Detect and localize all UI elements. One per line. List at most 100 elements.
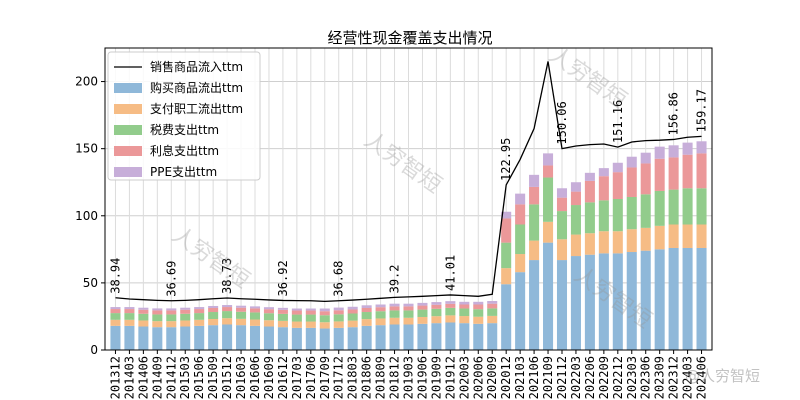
bar-segment — [598, 176, 609, 201]
bar-segment — [138, 307, 149, 310]
bar-segment — [333, 327, 344, 350]
bar-segment — [389, 324, 400, 350]
bar-segment — [654, 190, 665, 226]
bar-segment — [626, 229, 637, 253]
bar-segment — [556, 260, 568, 350]
bar-segment — [556, 239, 568, 261]
bar-segment — [263, 307, 274, 310]
bar-segment — [249, 312, 261, 320]
bar-segment — [277, 320, 288, 328]
legend-label: 税费支出ttm — [150, 123, 219, 137]
bar-segment — [459, 323, 470, 350]
corner-watermark: @人穷智短 — [685, 367, 761, 385]
x-tick-label: 201703 — [290, 356, 304, 399]
bar-segment — [612, 162, 623, 173]
bar-segment — [682, 188, 693, 225]
bar-segment — [696, 188, 707, 225]
bar-segment — [347, 320, 358, 328]
x-tick-label: 201606 — [248, 356, 262, 399]
bar-segment — [612, 199, 623, 232]
x-tick-label: 201803 — [346, 356, 360, 399]
bar-segment — [375, 304, 386, 308]
bar-segment — [501, 284, 512, 350]
bar-segment — [389, 306, 400, 311]
legend-box — [107, 51, 261, 181]
bar-segment — [487, 323, 498, 350]
data-label: 122.95 — [499, 138, 513, 181]
x-tick-label: 201509 — [206, 356, 220, 399]
bar-segment — [194, 319, 205, 326]
bar-segment — [194, 313, 205, 320]
x-tick-label: 201612 — [276, 356, 290, 399]
bar-segment — [236, 325, 247, 350]
data-label: 36.69 — [164, 261, 178, 297]
bar-segment — [431, 302, 442, 305]
bar-segment — [570, 191, 581, 206]
bar-segment — [529, 204, 540, 241]
bar-segment — [138, 326, 149, 350]
bar-segment — [501, 218, 512, 243]
bar-segment — [277, 313, 288, 321]
x-tick-label: 201609 — [262, 356, 276, 399]
bar-segment — [543, 153, 554, 166]
bar-segment — [501, 268, 512, 285]
bar-segment — [668, 189, 679, 225]
chart-title: 经营性现金覆盖支出情况 — [327, 29, 492, 47]
bar-segment — [403, 310, 414, 318]
bar-segment — [473, 316, 484, 324]
bar-segment — [501, 242, 512, 269]
bar-segment — [626, 156, 637, 168]
data-label: 156.86 — [667, 92, 681, 135]
bar-segment — [570, 256, 581, 350]
bar-segment — [626, 196, 637, 230]
bar-segment — [208, 318, 219, 326]
bar-segment — [598, 231, 609, 254]
bar-segment — [166, 308, 177, 311]
bar-segment — [556, 211, 568, 240]
bar-segment — [236, 311, 247, 319]
bar-segment — [417, 323, 428, 350]
bar-segment — [124, 309, 135, 314]
legend-label: PPE支出ttm — [150, 165, 217, 179]
bar-segment — [529, 260, 540, 350]
data-label: 36.68 — [332, 261, 346, 297]
bar-segment — [682, 247, 693, 350]
bar-segment — [305, 321, 316, 328]
bar-segment — [487, 315, 498, 324]
bar-segment — [347, 327, 358, 350]
sales-inflow-line — [115, 61, 702, 303]
bar-segment — [361, 307, 372, 313]
bar-segment — [333, 314, 344, 322]
bar-segment — [668, 247, 679, 350]
x-tick-label: 202312 — [667, 356, 681, 399]
bar-segment — [124, 319, 135, 326]
bar-segment — [249, 319, 261, 326]
x-tick-label: 202009 — [485, 356, 499, 399]
x-tick-label: 202106 — [527, 356, 541, 399]
legend-label: 购买商品流出ttm — [150, 80, 243, 95]
x-tick-label: 201512 — [220, 356, 234, 399]
bar-segment — [640, 250, 651, 350]
data-label: 38.73 — [220, 258, 234, 294]
x-tick-label: 202403 — [681, 356, 695, 399]
bar-segment — [152, 327, 163, 350]
bar-segment — [124, 313, 135, 320]
bar-segment — [515, 193, 526, 205]
bar-segment — [222, 324, 233, 350]
bar-segment — [640, 194, 651, 228]
bar-segment — [208, 307, 219, 313]
bar-segment — [361, 319, 372, 326]
bar-segment — [305, 310, 316, 315]
bar-segment — [682, 154, 693, 189]
bar-segment — [124, 325, 135, 350]
x-tick-label: 202103 — [513, 356, 527, 399]
x-tick-label: 201503 — [178, 356, 192, 399]
bar-segment — [208, 305, 219, 308]
x-tick-label: 202109 — [541, 356, 555, 399]
bar-segment — [543, 221, 554, 243]
bar-segment — [291, 308, 302, 311]
bar-stacks — [110, 141, 707, 350]
bar-segment — [668, 145, 679, 158]
bar-segment — [668, 224, 679, 248]
